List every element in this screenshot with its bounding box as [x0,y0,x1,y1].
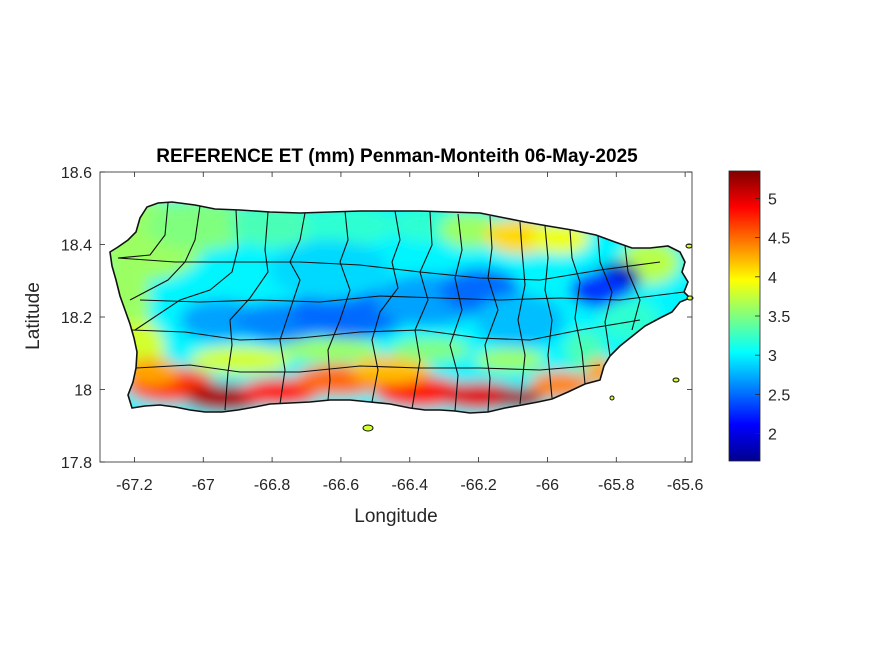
plot-area: -67.2 -67 -66.8 -66.6 -66.4 -66.2 -66 -65.8 -65.… [61,165,704,494]
y-tick-label: 17.8 [61,455,92,472]
x-tick-label: -65.8 [598,477,635,494]
y-tick-label: 18.2 [61,310,92,327]
municipality-line [371,210,401,403]
small-islands [362,243,694,432]
municipality-boundaries [117,202,685,413]
x-tick-label: -66 [536,477,559,494]
small-island [609,395,615,401]
heat-blob [475,348,545,372]
colorbar-tick-label: 3 [768,348,777,365]
municipality-line [517,221,526,405]
colorbar-tick-label: 4.5 [768,231,790,248]
y-axis-ticks: 17.8 18 18.2 18.4 18.6 [61,165,692,472]
heat-blob [190,346,290,374]
municipality-line [411,211,433,410]
y-tick-label: 18.6 [61,165,92,182]
municipality-line [597,235,613,357]
municipality-line [117,202,169,259]
small-island [686,295,694,301]
colorbar-ticks: 2 2.5 3 3.5 4 4.5 5 [755,191,790,444]
x-tick-label: -67 [192,477,215,494]
municipality-line [134,209,239,331]
heat-blob [230,203,320,247]
y-axis-label: Latitude [23,282,44,350]
x-tick-label: -66.8 [254,477,291,494]
chart-title: REFERENCE ET (mm) Penman-Monteith 06-May… [156,146,638,167]
municipality-line [224,211,269,411]
colorbar-tick-label: 2 [768,427,777,444]
heat-blob [280,338,380,362]
colorbar: 2 2.5 3 3.5 4 4.5 5 [728,170,790,462]
x-tick-label: -66.6 [323,477,360,494]
heat-blob [440,212,500,248]
heat-blob [270,240,390,300]
colorbar-tick-label: 3.5 [768,309,790,326]
colorbar-gradient [728,170,761,462]
y-tick-label: 18.4 [61,238,92,255]
x-tick-label: -65.6 [667,477,704,494]
heat-blob [350,356,430,384]
heat-blob [305,205,395,245]
heat-blob [145,202,255,250]
x-tick-label: -67.2 [116,477,153,494]
municipality-line [139,291,685,303]
small-island [672,377,680,383]
municipality-line [624,245,641,331]
x-tick-label: -66.4 [392,477,429,494]
municipality-line [327,210,351,401]
colorbar-tick-label: 2.5 [768,387,790,404]
colorbar-tick-label: 5 [768,191,777,208]
colorbar-tick-label: 4 [768,270,777,287]
municipality-line [131,319,641,341]
small-island [362,424,374,432]
heat-blob [390,338,470,362]
municipality-line [279,212,306,405]
municipality-line [449,213,463,412]
municipality-line [135,364,601,373]
x-axis-label: Longitude [354,506,437,527]
municipality-line [117,257,661,281]
municipality-line [569,229,586,385]
municipality-line [484,215,499,413]
y-tick-label: 18 [74,383,92,400]
x-axis-ticks: -67.2 -67 -66.8 -66.6 -66.4 -66.2 -66 -65.8 -65.… [116,172,703,494]
x-tick-label: -66.2 [460,477,497,494]
municipality-line [544,225,553,399]
